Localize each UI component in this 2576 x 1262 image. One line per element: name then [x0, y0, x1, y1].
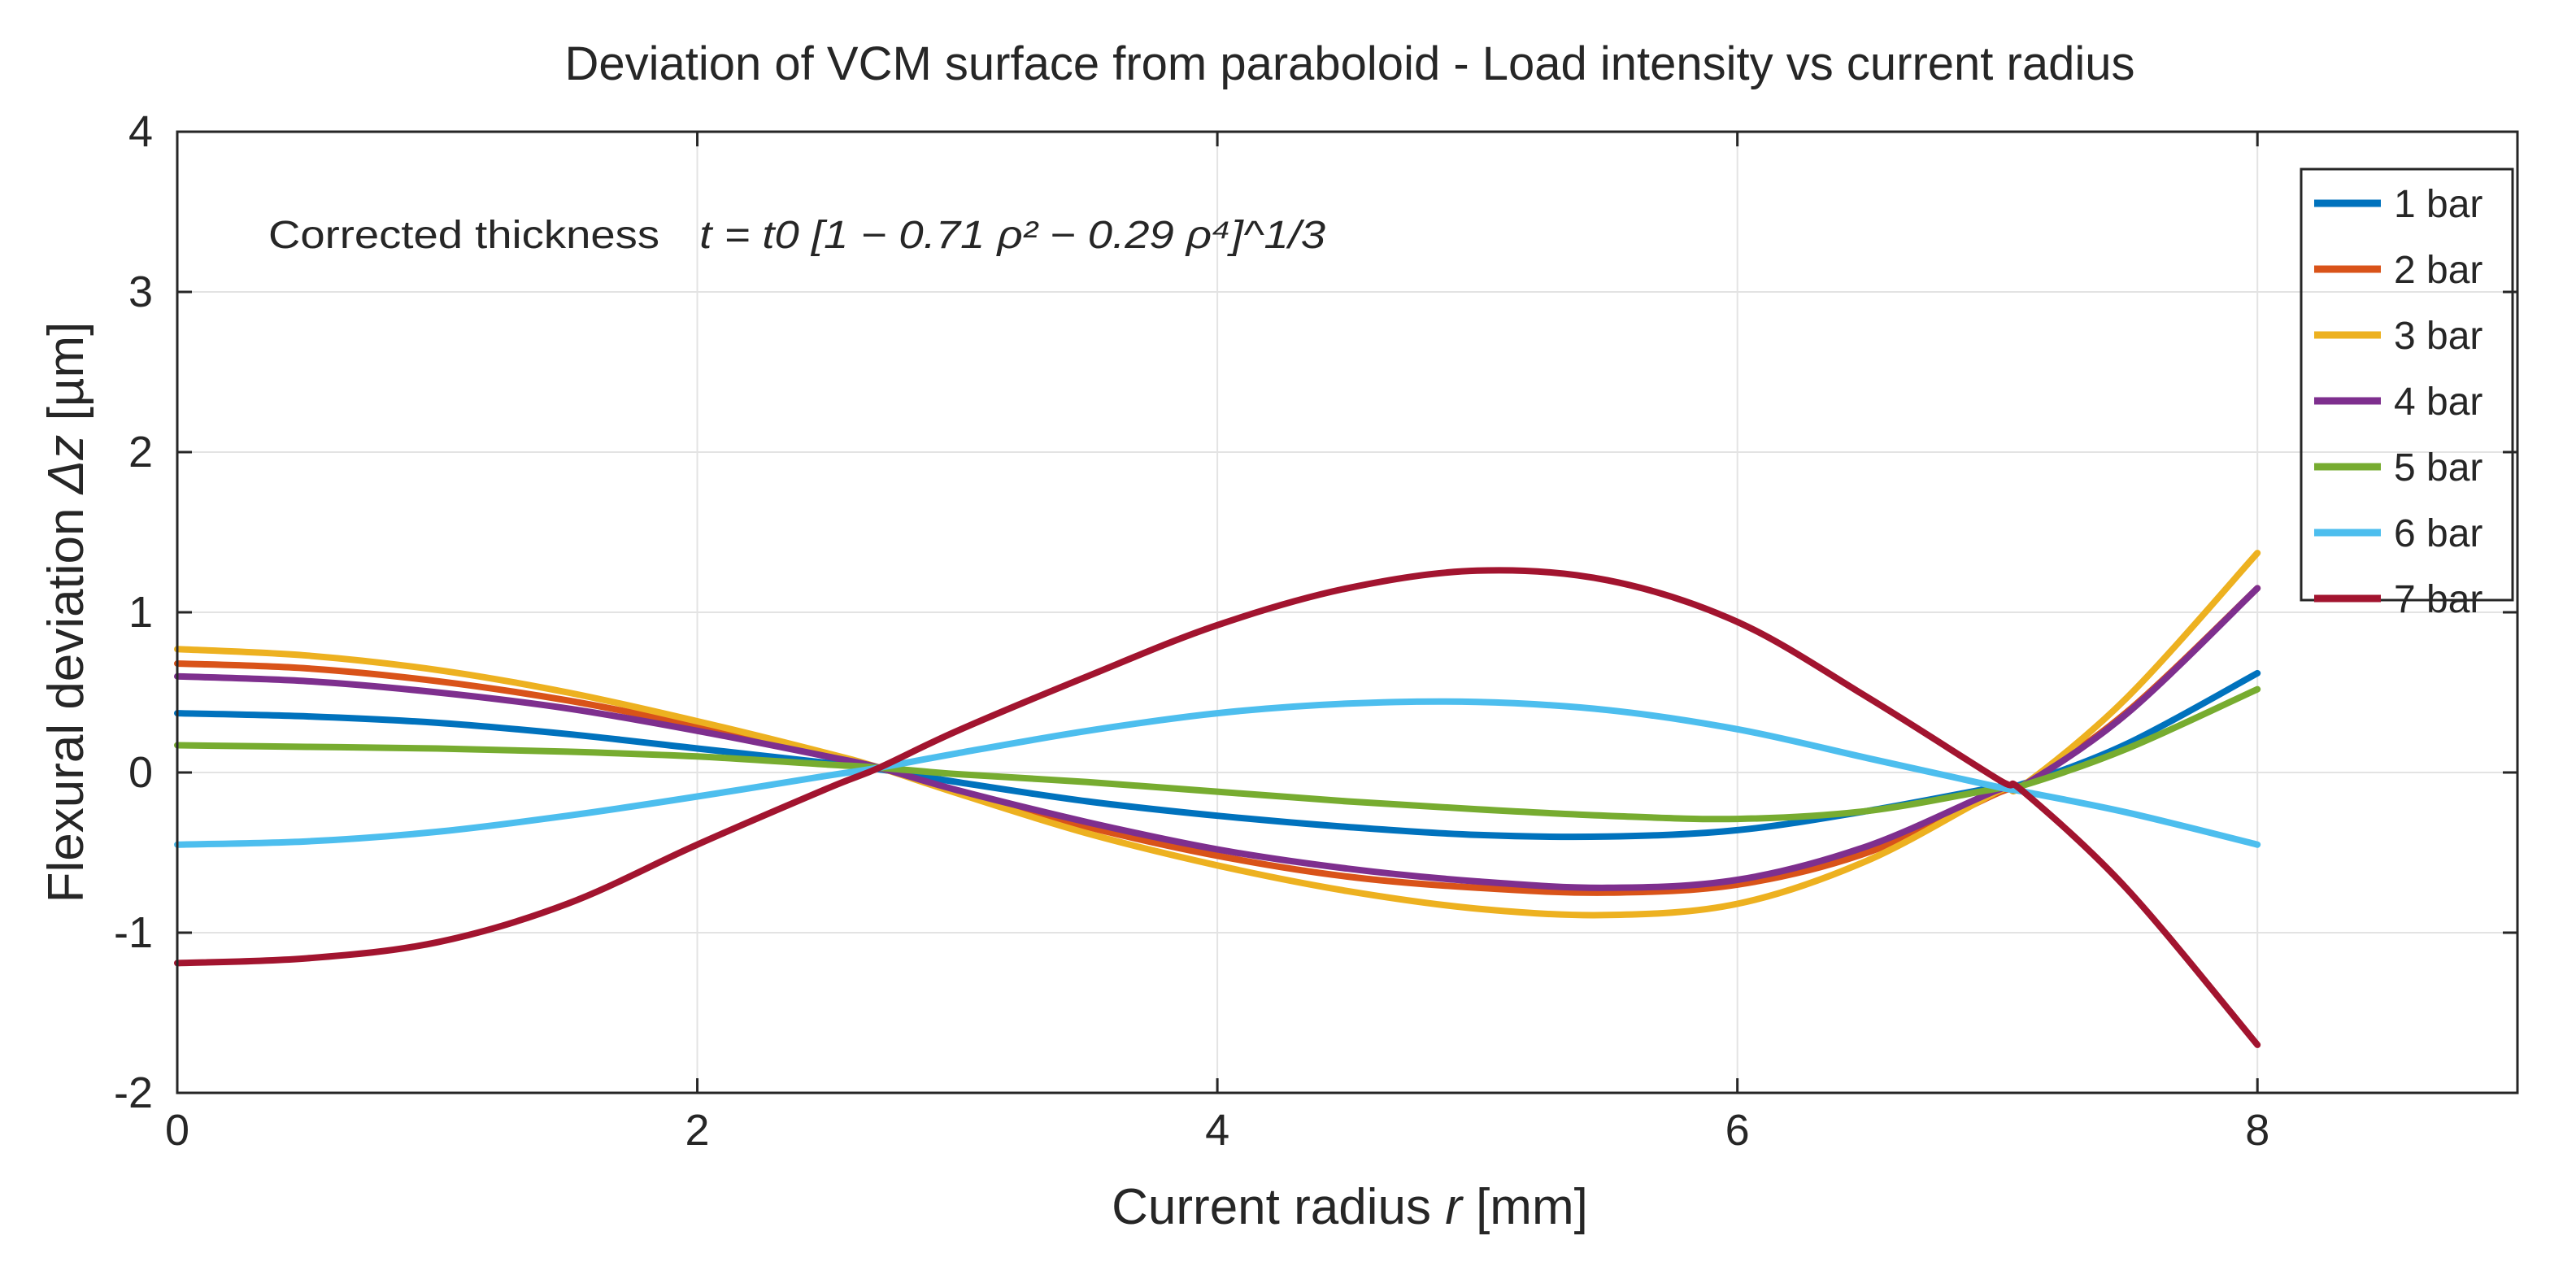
annotation-prefix: Corrected thickness — [268, 214, 659, 257]
legend-label-6-bar: 6 bar — [2394, 512, 2482, 555]
legend-label-4-bar: 4 bar — [2394, 381, 2482, 424]
legend-label-7-bar: 7 bar — [2394, 578, 2482, 621]
y-tick-label: 2 — [128, 428, 153, 477]
legend-label-2-bar: 2 bar — [2394, 249, 2482, 292]
x-axis-label: Current radius r [mm] — [1112, 1179, 1588, 1235]
annotation-formula: t = t0 [1 − 0.71 ρ² − 0.29 ρ⁴]^1/3 — [699, 214, 1325, 257]
x-tick-label: 0 — [165, 1106, 189, 1155]
legend: 1 bar 2 bar 3 bar 4 bar 5 bar 6 bar 7 bar — [2300, 168, 2514, 621]
legend-label-5-bar: 5 bar — [2394, 446, 2482, 490]
y-tick-label: 1 — [128, 588, 153, 637]
legend-label-3-bar: 3 bar — [2394, 315, 2482, 358]
y-tick-label: -1 — [114, 908, 153, 957]
series-line-7-bar — [174, 567, 2261, 1048]
x-tick-label: 4 — [1205, 1106, 1229, 1155]
grid — [176, 131, 2517, 1094]
series-line-6-bar — [174, 698, 2261, 848]
axis-ticks: 0 2 4 6 8 -2 -1 0 1 2 3 4 — [114, 107, 2517, 1155]
x-tick-label: 8 — [2245, 1106, 2269, 1155]
x-tick-label: 2 — [685, 1106, 710, 1155]
legend-label-1-bar: 1 bar — [2394, 183, 2482, 226]
chart-title: Deviation of VCM surface from paraboloid… — [565, 37, 2135, 90]
x-tick-label: 6 — [1725, 1106, 1750, 1155]
y-tick-label: 3 — [128, 268, 153, 316]
y-tick-label: 0 — [128, 748, 153, 797]
series-layer — [174, 550, 2261, 1048]
y-axis-label: Flexural deviation Δz [µm] — [38, 322, 94, 903]
legend-box — [2300, 168, 2514, 602]
y-tick-label: -2 — [114, 1068, 153, 1117]
y-tick-label: 4 — [128, 107, 153, 156]
formula-annotation: Corrected thickness t = t0 [1 − 0.71 ρ² … — [268, 214, 1325, 257]
